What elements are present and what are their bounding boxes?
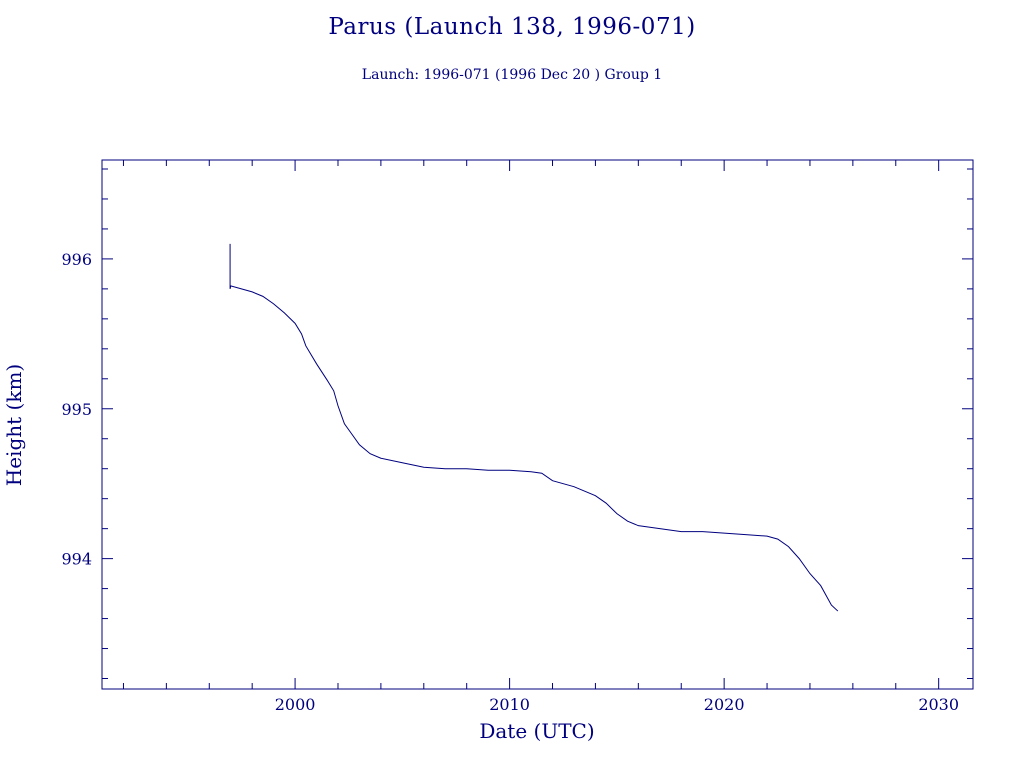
axis-ticks — [102, 160, 973, 689]
chart-subtitle: Launch: 1996-071 (1996 Dec 20 ) Group 1 — [361, 67, 663, 83]
x-tick-label: 2030 — [918, 695, 959, 714]
x-axis-label: Date (UTC) — [479, 719, 594, 743]
x-tick-label: 2020 — [704, 695, 745, 714]
y-axis-label: Height (km) — [2, 364, 26, 486]
y-tick-label: 996 — [61, 250, 92, 269]
x-tick-label: 2000 — [275, 695, 316, 714]
x-tick-label: 2010 — [489, 695, 530, 714]
axis-tick-labels: 2000 2010 2020 2030 994 995 996 — [61, 250, 959, 714]
height-series-line — [229, 243, 839, 612]
plot-frame — [101, 159, 974, 690]
y-tick-label: 994 — [61, 550, 92, 569]
y-tick-label: 995 — [61, 400, 92, 419]
chart-title: Parus (Launch 138, 1996-071) — [328, 14, 696, 40]
